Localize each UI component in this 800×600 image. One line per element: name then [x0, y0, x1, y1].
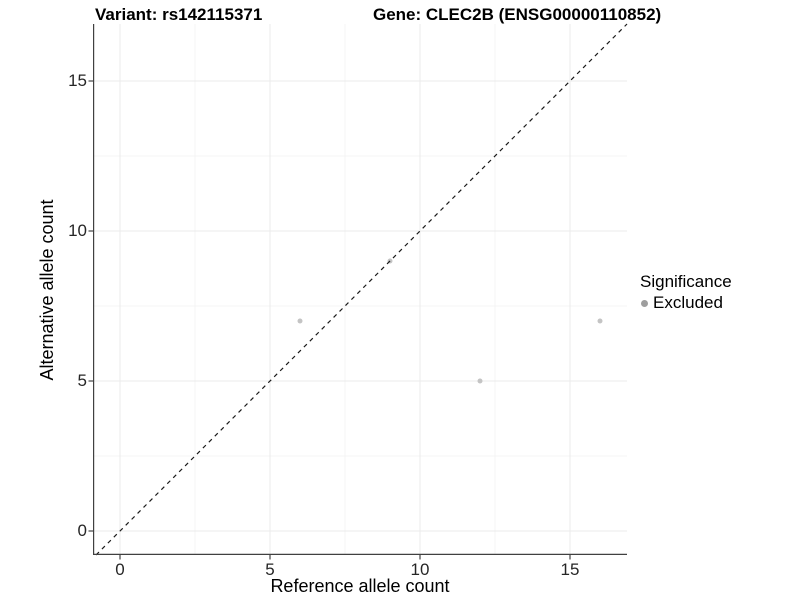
y-tick-label: 10 — [68, 221, 87, 240]
legend-point-icon — [641, 299, 648, 307]
x-axis-title: Reference allele count — [270, 576, 450, 596]
data-point — [477, 378, 483, 384]
x-tick-label: 0 — [115, 560, 125, 579]
plot-title-variant: Variant: rs142115371 — [95, 5, 263, 24]
legend: Significance Excluded — [638, 272, 798, 313]
data-point — [297, 318, 303, 324]
identity-dashed-line — [95, 23, 628, 556]
plot-canvas — [88, 23, 628, 560]
x-tick-label: 10 — [410, 560, 430, 579]
x-tick-label: 15 — [560, 560, 580, 579]
legend-title: Significance — [640, 272, 732, 291]
y-tick-label: 15 — [68, 71, 87, 90]
legend-item-label: Excluded — [653, 293, 723, 312]
plot-title-gene: Gene: CLEC2B (ENSG00000110852) — [373, 5, 662, 24]
x-tick-label: 5 — [265, 560, 275, 579]
plot-panel — [88, 23, 628, 560]
legend-item-excluded: Excluded — [638, 293, 798, 313]
y-tick-label: 5 — [77, 371, 87, 390]
y-tick-label: 0 — [77, 521, 87, 540]
data-point — [597, 318, 603, 324]
